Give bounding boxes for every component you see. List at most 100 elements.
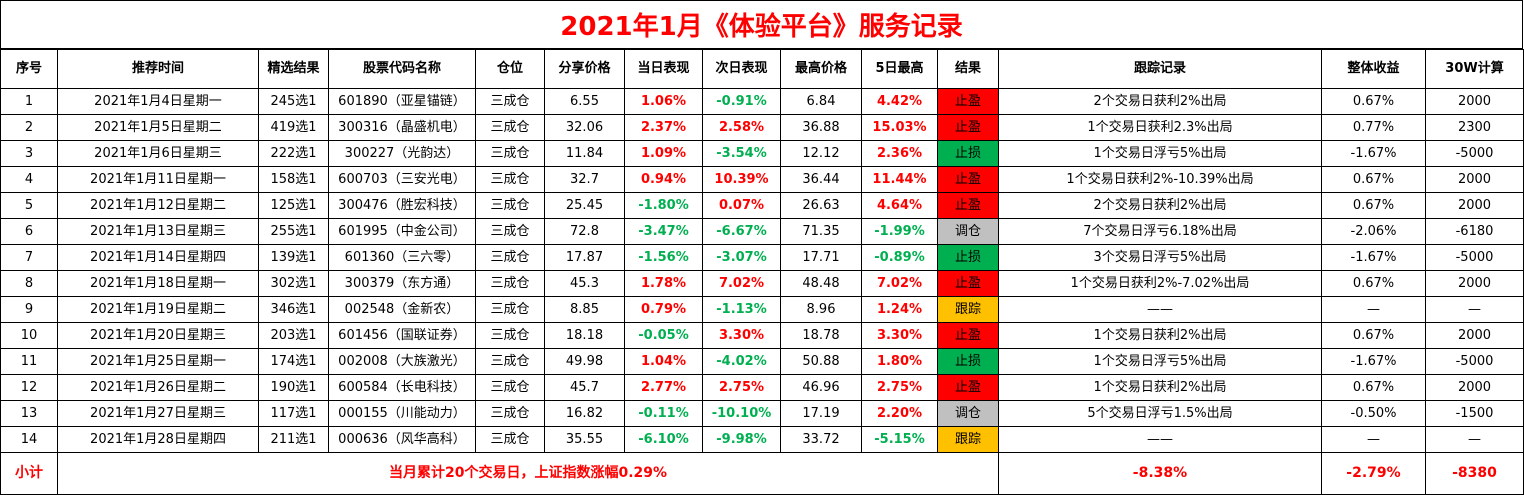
position: 三成仓 bbox=[475, 374, 545, 401]
position: 三成仓 bbox=[475, 114, 545, 141]
high-price: 17.19 bbox=[780, 400, 862, 427]
day1-change: -0.11% bbox=[624, 400, 703, 427]
share-price: 45.3 bbox=[544, 270, 625, 297]
overall-gain: 0.77% bbox=[1321, 114, 1426, 141]
position: 三成仓 bbox=[475, 88, 545, 115]
track-record: 1个交易日获利2%出局 bbox=[998, 374, 1322, 401]
share-price: 25.45 bbox=[544, 192, 625, 219]
sheet-title: 2021年1月《体验平台》服务记录 bbox=[0, 0, 1523, 49]
track-record: 5个交易日浮亏1.5%出局 bbox=[998, 400, 1322, 427]
track-record: —— bbox=[998, 426, 1322, 453]
day5-high: 1.24% bbox=[861, 296, 938, 323]
table-row: 13 2021年1月27日星期三 117选1 000155（川能动力） 三成仓 16.82… bbox=[0, 400, 1524, 427]
share-price: 32.06 bbox=[544, 114, 625, 141]
high-price: 6.84 bbox=[780, 88, 862, 115]
day1-change: -3.47% bbox=[624, 218, 703, 245]
day1-change: 2.77% bbox=[624, 374, 703, 401]
recommend-date: 2021年1月13日星期三 bbox=[57, 218, 259, 245]
pick-result: 139选1 bbox=[258, 244, 329, 271]
row-number: 9 bbox=[0, 296, 58, 323]
high-price: 46.96 bbox=[780, 374, 862, 401]
track-record: 1个交易日获利2.3%出局 bbox=[998, 114, 1322, 141]
subtotal-gain: -2.79% bbox=[1321, 452, 1426, 495]
day5-high: 3.30% bbox=[861, 322, 938, 349]
recommend-date: 2021年1月14日星期四 bbox=[57, 244, 259, 271]
recommend-date: 2021年1月4日星期一 bbox=[57, 88, 259, 115]
pick-result: 117选1 bbox=[258, 400, 329, 427]
pick-result: 245选1 bbox=[258, 88, 329, 115]
day1-change: -6.10% bbox=[624, 426, 703, 453]
row-number: 1 bbox=[0, 88, 58, 115]
calc-30w: -6180 bbox=[1425, 218, 1524, 245]
high-price: 18.78 bbox=[780, 322, 862, 349]
share-price: 32.7 bbox=[544, 166, 625, 193]
high-price: 17.71 bbox=[780, 244, 862, 271]
day5-high: 2.36% bbox=[861, 140, 938, 167]
calc-30w: 2000 bbox=[1425, 374, 1524, 401]
header-row: 序号 推荐时间 精选结果 股票代码名称 仓位 分享价格 当日表现 次日表现 最高… bbox=[0, 49, 1524, 89]
subtotal-track: -8.38% bbox=[998, 452, 1322, 495]
track-record: 1个交易日获利2%-7.02%出局 bbox=[998, 270, 1322, 297]
row-number: 11 bbox=[0, 348, 58, 375]
high-price: 36.88 bbox=[780, 114, 862, 141]
row-number: 14 bbox=[0, 426, 58, 453]
col-header: 股票代码名称 bbox=[328, 49, 476, 89]
pick-result: 302选1 bbox=[258, 270, 329, 297]
table-row: 6 2021年1月13日星期三 255选1 601995（中金公司） 三成仓 72.8 -3… bbox=[0, 218, 1524, 245]
high-price: 36.44 bbox=[780, 166, 862, 193]
high-price: 50.88 bbox=[780, 348, 862, 375]
col-header: 当日表现 bbox=[624, 49, 703, 89]
table-row: 2 2021年1月5日星期二 419选1 300316（晶盛机电） 三成仓 32.06 2.… bbox=[0, 114, 1524, 141]
row-number: 8 bbox=[0, 270, 58, 297]
col-header: 精选结果 bbox=[258, 49, 329, 89]
track-record: —— bbox=[998, 296, 1322, 323]
track-record: 1个交易日浮亏5%出局 bbox=[998, 140, 1322, 167]
result-badge: 止盈 bbox=[937, 114, 999, 141]
pick-result: 174选1 bbox=[258, 348, 329, 375]
recommend-date: 2021年1月19日星期二 bbox=[57, 296, 259, 323]
calc-30w: 2000 bbox=[1425, 322, 1524, 349]
table-row: 5 2021年1月12日星期二 125选1 300476（胜宏科技） 三成仓 25.45-… bbox=[0, 192, 1524, 219]
day2-change: -3.07% bbox=[702, 244, 781, 271]
recommend-date: 2021年1月18日星期一 bbox=[57, 270, 259, 297]
col-header: 结果 bbox=[937, 49, 999, 89]
share-price: 49.98 bbox=[544, 348, 625, 375]
records-table: 序号 推荐时间 精选结果 股票代码名称 仓位 分享价格 当日表现 次日表现 最高… bbox=[0, 49, 1524, 495]
result-badge: 止损 bbox=[937, 140, 999, 167]
day5-high: -5.15% bbox=[861, 426, 938, 453]
position: 三成仓 bbox=[475, 296, 545, 323]
col-header: 最高价格 bbox=[780, 49, 862, 89]
day5-high: 2.20% bbox=[861, 400, 938, 427]
table-row: 9 2021年1月19日星期二 346选1 002548（金新农） 三成仓 8.85 0.7… bbox=[0, 296, 1524, 323]
calc-30w: -1500 bbox=[1425, 400, 1524, 427]
table-row: 11 2021年1月25日星期一 174选1 002008（大族激光） 三成仓 49.98… bbox=[0, 348, 1524, 375]
table-row: 14 2021年1月28日星期四 211选1 000636（风华高科） 三成仓 35.55… bbox=[0, 426, 1524, 453]
day2-change: -3.54% bbox=[702, 140, 781, 167]
day2-change: -10.10% bbox=[702, 400, 781, 427]
result-badge: 止盈 bbox=[937, 88, 999, 115]
track-record: 3个交易日浮亏5%出局 bbox=[998, 244, 1322, 271]
share-price: 6.55 bbox=[544, 88, 625, 115]
pick-result: 255选1 bbox=[258, 218, 329, 245]
row-number: 6 bbox=[0, 218, 58, 245]
row-number: 10 bbox=[0, 322, 58, 349]
day5-high: 11.44% bbox=[861, 166, 938, 193]
share-price: 11.84 bbox=[544, 140, 625, 167]
position: 三成仓 bbox=[475, 322, 545, 349]
result-badge: 止盈 bbox=[937, 322, 999, 349]
track-record: 1个交易日获利2%-10.39%出局 bbox=[998, 166, 1322, 193]
track-record: 1个交易日浮亏5%出局 bbox=[998, 348, 1322, 375]
result-badge: 止盈 bbox=[937, 166, 999, 193]
track-record: 7个交易日浮亏6.18%出局 bbox=[998, 218, 1322, 245]
table-row: 4 2021年1月11日星期一 158选1 600703（三安光电） 三成仓 32.7 0.… bbox=[0, 166, 1524, 193]
overall-gain: -0.50% bbox=[1321, 400, 1426, 427]
stock-name: 000155（川能动力） bbox=[328, 400, 476, 427]
table-row: 1 2021年1月4日星期一 245选1 601890（亚星锚链） 三成仓 6.55 1.0… bbox=[0, 88, 1524, 115]
day2-change: 0.07% bbox=[702, 192, 781, 219]
col-header: 跟踪记录 bbox=[998, 49, 1322, 89]
row-number: 12 bbox=[0, 374, 58, 401]
pick-result: 346选1 bbox=[258, 296, 329, 323]
position: 三成仓 bbox=[475, 270, 545, 297]
position: 三成仓 bbox=[475, 140, 545, 167]
day1-change: 0.94% bbox=[624, 166, 703, 193]
